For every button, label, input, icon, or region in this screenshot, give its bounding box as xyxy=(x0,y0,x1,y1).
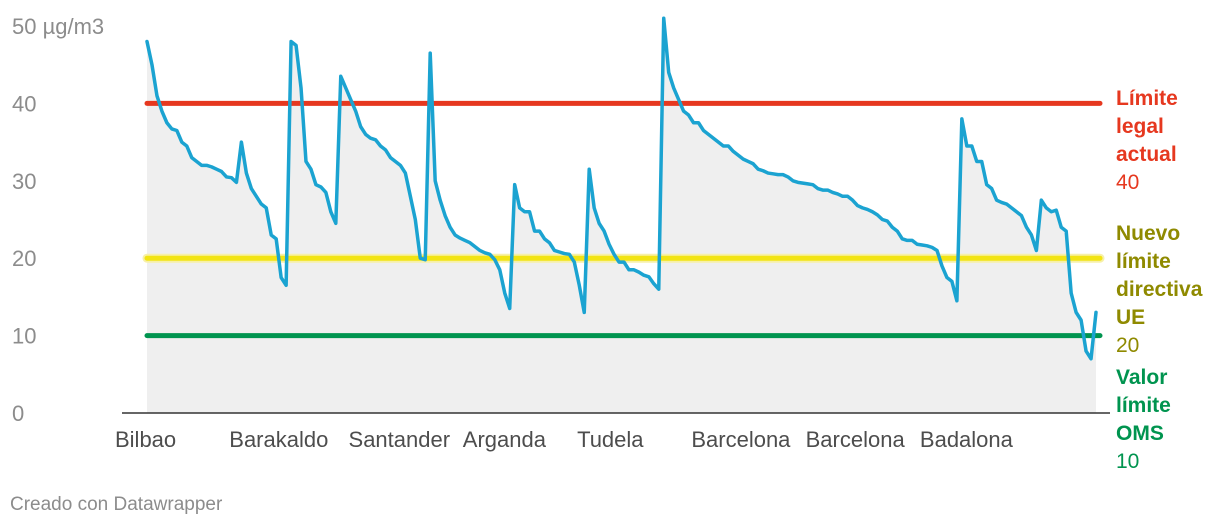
eu-limit-label: UE xyxy=(1116,306,1145,329)
x-tick-label: Barcelona xyxy=(691,427,791,452)
eu-limit-value: 20 xyxy=(1116,334,1139,357)
who-limit-label: límite xyxy=(1116,394,1171,417)
legal-limit-value: 40 xyxy=(1116,171,1139,194)
y-tick-label: 10 xyxy=(12,324,36,349)
x-tick-label: Santander xyxy=(349,427,451,452)
legal-limit-label: Límite xyxy=(1116,87,1178,110)
who-limit-label: Valor xyxy=(1116,366,1167,389)
x-tick-label: Barcelona xyxy=(806,427,906,452)
eu-limit-label: límite xyxy=(1116,250,1171,273)
y-tick-label: 50 µg/m3 xyxy=(12,14,104,39)
who-limit-value: 10 xyxy=(1116,450,1139,473)
legal-limit-label: actual xyxy=(1116,143,1177,166)
series-area xyxy=(147,18,1096,413)
x-tick-label: Tudela xyxy=(577,427,644,452)
x-tick-label: Arganda xyxy=(463,427,547,452)
y-tick-label: 30 xyxy=(12,169,36,194)
y-tick-label: 40 xyxy=(12,91,36,116)
x-tick-label: Barakaldo xyxy=(229,427,328,452)
who-limit-label: OMS xyxy=(1116,422,1164,445)
y-tick-label: 0 xyxy=(12,401,24,426)
credit-text: Creado con Datawrapper xyxy=(10,494,223,515)
x-tick-label: Bilbao xyxy=(115,427,176,452)
legal-limit-label: legal xyxy=(1116,115,1164,138)
series-line xyxy=(145,16,1098,361)
y-tick-label: 20 xyxy=(12,246,36,271)
eu-limit-label: Nuevo xyxy=(1116,222,1180,245)
eu-limit-label: directiva xyxy=(1116,278,1203,301)
x-tick-label: Badalona xyxy=(920,427,1014,452)
